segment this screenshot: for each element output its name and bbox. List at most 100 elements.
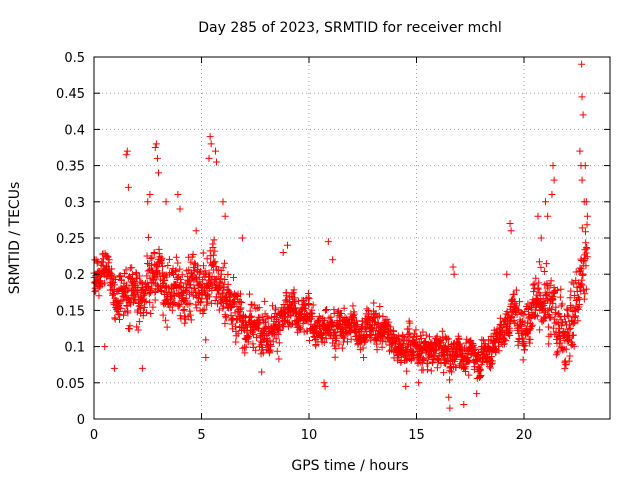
data-point [465,337,473,345]
data-point [134,326,142,334]
data-point [143,252,151,260]
data-point [430,353,438,361]
data-point [224,280,232,288]
data-point [410,354,418,362]
data-point [236,298,244,306]
data-point [205,293,213,301]
data-point [376,302,384,310]
data-point [124,309,132,317]
data-point [537,263,545,271]
data-point [479,358,487,366]
data-point [122,266,130,274]
data-point [369,315,377,323]
data-point [136,272,144,280]
data-point [147,309,155,317]
data-point [218,299,226,307]
data-point [304,290,312,298]
data-point [415,379,423,387]
data-point [254,324,262,332]
data-point [238,234,246,242]
data-point [123,147,131,155]
data-point [567,287,575,295]
data-point [330,310,338,318]
data-point [267,342,275,350]
data-point [203,255,211,263]
data-point [523,319,531,327]
data-point [147,254,155,262]
data-point [440,369,448,377]
data-point [180,288,188,296]
data-point [563,305,571,313]
y-tick-label: 0.35 [56,160,85,175]
data-point [561,364,569,372]
data-point [221,320,229,328]
x-tick-label: 20 [516,428,533,443]
data-point [479,336,487,344]
data-point [146,191,154,199]
data-point [128,264,136,272]
data-point [287,312,295,320]
data-point [176,300,184,308]
data-point [360,353,368,361]
data-point [541,313,549,321]
data-point [323,305,331,313]
data-point [344,338,352,346]
data-point [257,333,265,341]
data-point [379,312,387,320]
data-point [174,259,182,267]
data-point [547,277,555,285]
data-point [506,220,514,228]
data-point [110,274,118,282]
data-point [178,271,186,279]
data-point [209,251,217,259]
y-tick-label: 0.45 [56,87,85,102]
data-point [378,343,386,351]
data-point [457,345,465,353]
data-point [216,275,224,283]
data-point [170,299,178,307]
data-point [322,335,330,343]
data-point [291,298,299,306]
data-point [321,382,329,390]
data-point [105,256,113,264]
data-point [196,269,204,277]
data-point [582,285,590,293]
data-point [111,276,119,284]
data-point [252,305,260,313]
data-point [562,318,570,326]
data-point [577,265,585,273]
data-point [186,299,194,307]
data-point [145,283,153,291]
data-point [221,276,229,284]
data-point [506,327,514,335]
y-tick-label: 0.2 [64,268,85,283]
data-point [144,233,152,241]
data-point [101,343,109,351]
data-point [570,342,578,350]
data-point [566,294,574,302]
data-point [362,337,370,345]
data-point [570,291,578,299]
data-point [120,269,128,277]
data-point [114,310,122,318]
data-point [462,368,470,376]
data-point [373,346,381,354]
data-point [284,241,291,249]
data-point [577,280,585,288]
data-point [255,320,263,328]
data-point [552,303,560,311]
data-point [237,290,245,298]
data-point [548,305,556,313]
data-point [133,287,141,295]
data-point [152,140,160,148]
data-point [200,305,208,313]
data-point [361,323,369,331]
data-point [151,296,159,304]
data-point [253,334,261,342]
data-point [272,335,280,343]
data-point [553,286,561,294]
data-point [581,162,589,170]
data-point [583,253,591,261]
data-point [542,198,549,206]
